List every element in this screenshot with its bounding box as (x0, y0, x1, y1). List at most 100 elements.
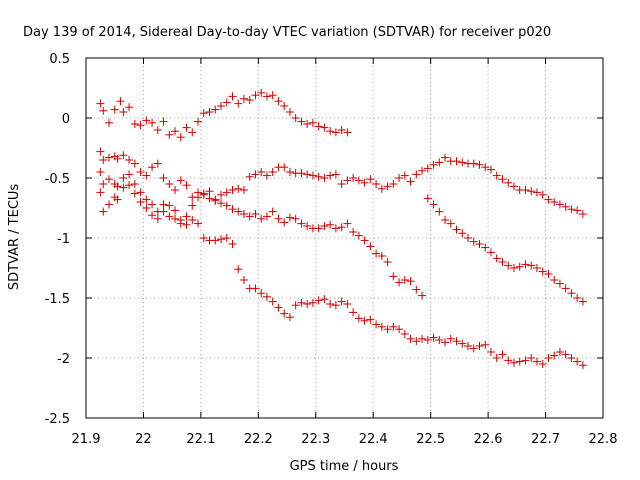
data-point (228, 186, 237, 194)
data-point (257, 88, 266, 97)
data-point (188, 128, 197, 137)
data-point (527, 187, 536, 196)
data-point (303, 222, 312, 230)
data-point (176, 219, 185, 228)
data-point (561, 350, 570, 359)
data-point (475, 342, 484, 350)
data-point (303, 120, 312, 128)
data-point (104, 118, 113, 127)
data-point (268, 207, 277, 216)
data-point (104, 175, 113, 184)
data-point (119, 151, 128, 160)
data-point (314, 296, 323, 305)
data-point (475, 240, 484, 248)
data-point (314, 172, 323, 181)
data-point (110, 105, 119, 114)
data-point (199, 109, 208, 118)
data-point (96, 188, 105, 197)
data-point (475, 160, 484, 169)
data-point (285, 313, 294, 322)
data-point (268, 297, 277, 306)
data-point (205, 187, 214, 196)
data-point (377, 322, 386, 331)
data-point (148, 211, 157, 220)
data-point (297, 298, 306, 307)
data-point (165, 212, 174, 221)
y-tick-label: -1.5 (45, 292, 70, 307)
data-point (194, 219, 203, 228)
data-point (176, 133, 185, 142)
data-point (297, 117, 306, 126)
data-point (486, 348, 495, 356)
data-point (555, 348, 564, 356)
data-point (285, 168, 294, 176)
data-point (222, 188, 231, 197)
data-point (104, 200, 113, 209)
data-point (285, 108, 294, 116)
data-point (412, 337, 421, 346)
data-point (532, 357, 541, 366)
data-point (527, 354, 536, 362)
data-point (515, 262, 524, 271)
data-point (578, 297, 587, 306)
plot-frame (85, 57, 604, 419)
data-point (337, 223, 346, 232)
data-point (130, 159, 139, 168)
data-point (486, 248, 495, 257)
data-point (481, 340, 490, 349)
data-point (446, 334, 455, 343)
data-point (521, 186, 530, 194)
data-point (130, 180, 139, 188)
data-point (99, 207, 108, 216)
data-point (441, 338, 450, 347)
data-point (418, 291, 427, 300)
data-point (509, 182, 518, 191)
data-point (349, 174, 358, 182)
data-point (113, 195, 122, 204)
data-point (153, 214, 162, 223)
x-tick-label: 21.9 (72, 432, 101, 447)
data-point (435, 207, 444, 216)
data-point (234, 99, 243, 108)
data-point (222, 98, 231, 107)
data-point (308, 298, 317, 307)
data-point (504, 261, 513, 270)
data-point (532, 264, 541, 272)
data-point (308, 171, 317, 180)
data-point (423, 336, 432, 344)
data-point (452, 225, 461, 234)
data-point (550, 351, 559, 360)
data-point (222, 201, 231, 210)
data-point (504, 178, 513, 187)
data-point (99, 106, 108, 115)
data-point (383, 325, 392, 334)
data-point (492, 254, 501, 263)
data-point (469, 344, 478, 353)
data-point (130, 189, 139, 198)
data-point (165, 180, 174, 188)
data-point (234, 265, 243, 274)
data-point (573, 357, 582, 366)
data-point (176, 176, 185, 185)
data-point (125, 181, 134, 190)
data-point (245, 172, 254, 181)
data-point (544, 354, 553, 362)
data-point (113, 182, 122, 191)
data-point (228, 205, 237, 214)
data-point (360, 316, 369, 325)
data-point (555, 200, 564, 209)
data-point (239, 186, 248, 194)
data-point (418, 166, 427, 175)
data-point (216, 235, 225, 244)
chart-title: Day 139 of 2014, Sidereal Day-to-day VTE… (23, 25, 551, 40)
data-point (96, 99, 105, 108)
data-point (188, 216, 197, 224)
data-point (464, 342, 473, 350)
grid (86, 58, 603, 418)
data-point (354, 231, 363, 240)
data-point (234, 184, 243, 193)
data-point (165, 201, 174, 210)
data-point (216, 102, 225, 110)
data-point (268, 91, 277, 100)
data-point (199, 234, 208, 242)
